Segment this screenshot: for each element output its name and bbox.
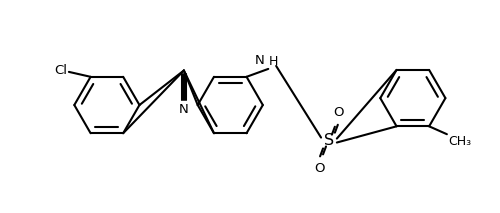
- Text: H: H: [269, 55, 278, 68]
- Text: N: N: [179, 103, 188, 116]
- Text: O: O: [314, 162, 324, 175]
- Text: N: N: [254, 54, 264, 67]
- Text: O: O: [334, 106, 344, 119]
- Text: CH₃: CH₃: [448, 135, 471, 148]
- Text: S: S: [324, 133, 334, 148]
- Text: Cl: Cl: [54, 64, 67, 77]
